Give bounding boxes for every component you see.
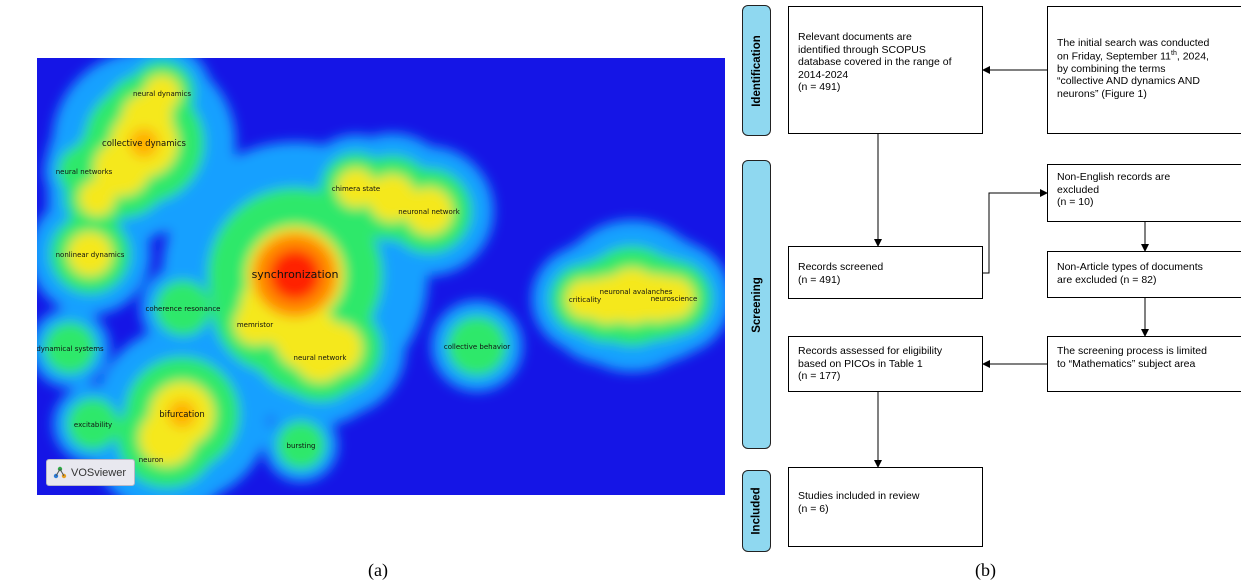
term-label: bursting xyxy=(287,442,316,450)
caption-b: (b) xyxy=(975,560,996,580)
term-label: nonlinear dynamics xyxy=(56,251,125,259)
density-mid xyxy=(154,279,212,337)
box-initial-line: “collective AND dynamics AND xyxy=(1057,75,1200,88)
density-mid xyxy=(66,397,120,451)
box-relevant-documents: Relevant documents are identified throug… xyxy=(788,6,983,134)
density-core xyxy=(633,274,681,322)
box-screened-line: Records screened xyxy=(798,261,884,273)
box-non-article-line: Non-Article types of documents xyxy=(1057,261,1203,273)
box-relevant-line: (n = 491) xyxy=(798,81,841,94)
term-label: neural networks xyxy=(56,168,113,176)
term-label: chimera state xyxy=(332,185,380,193)
box-initial-line: by combining the terms xyxy=(1057,62,1166,75)
term-label: neural dynamics xyxy=(133,90,191,98)
term-label: coherence resonance xyxy=(145,305,220,313)
box-initial-line: The initial search was conducted xyxy=(1057,37,1210,49)
box-eligibility-line: (n = 177) xyxy=(798,370,841,383)
arrow-screened-to-non-english xyxy=(983,189,1048,274)
term-label: neuronal avalanches xyxy=(600,288,673,296)
box-screened-line: (n = 491) xyxy=(798,273,841,286)
density-core xyxy=(311,322,363,374)
box-non-english-line: (n = 10) xyxy=(1057,196,1094,209)
box-eligibility-line: based on PICOs in Table 1 xyxy=(798,357,923,370)
term-label: collective dynamics xyxy=(102,139,186,149)
box-initial-date-text: on Friday, September 11 xyxy=(1057,50,1172,63)
stage-screening-label: Screening xyxy=(750,276,763,333)
box-mathematics: The screening process is limited to “Mat… xyxy=(1047,336,1241,392)
box-non-english: Non-English records are excluded (n = 10… xyxy=(1047,164,1241,222)
box-initial-line: neurons” (Figure 1) xyxy=(1057,87,1147,100)
vosviewer-badge: VOSviewer xyxy=(46,459,136,486)
density-core xyxy=(78,179,116,217)
term-label: memristor xyxy=(237,321,273,329)
box-non-article: Non-Article types of documents are exclu… xyxy=(1047,251,1241,298)
density-hot xyxy=(129,128,159,158)
box-initial-date-year: , 2024, xyxy=(1176,50,1209,63)
box-non-english-line: Non-English records are xyxy=(1057,171,1171,183)
box-included-line: (n = 6) xyxy=(798,502,829,515)
density-map: neural dynamics collective dynamics neural… xyxy=(37,58,725,495)
term-label: criticality xyxy=(569,296,601,304)
box-included-line: Studies included in review xyxy=(798,490,920,502)
vosviewer-brand: VOSviewer xyxy=(71,466,127,479)
box-initial-date-suffix: th xyxy=(1171,49,1177,57)
box-initial-date-line: on Friday, September 11th, 2024, xyxy=(1057,50,1232,63)
term-label: dynamical systems xyxy=(37,345,104,353)
term-label: neuron xyxy=(139,456,164,464)
box-mathematics-line: The screening process is limited xyxy=(1057,345,1207,357)
density-core xyxy=(67,231,113,277)
term-label: neuroscience xyxy=(651,295,698,303)
density-mid xyxy=(447,316,507,376)
box-mathematics-line: to “Mathematics” subject area xyxy=(1057,357,1196,370)
density-mid xyxy=(276,420,326,470)
box-non-article-line: are excluded (n = 82) xyxy=(1057,273,1157,286)
density-core xyxy=(368,174,416,222)
term-label: bifurcation xyxy=(159,410,205,420)
box-included-studies: Studies included in review (n = 6) xyxy=(788,467,983,547)
density-map-canvas: neural dynamics collective dynamics neural… xyxy=(37,58,725,495)
box-eligibility-line: Records assessed for eligibility xyxy=(798,345,943,357)
vosviewer-logo-icon xyxy=(53,466,67,478)
term-label: excitability xyxy=(74,421,112,429)
box-initial-search: The initial search was conducted on Frid… xyxy=(1047,6,1241,134)
density-mid xyxy=(43,321,97,375)
stage-included: Included xyxy=(742,470,771,552)
term-label: collective behavior xyxy=(444,343,510,351)
box-relevant-line: Relevant documents are xyxy=(798,31,912,43)
stage-included-label: Included xyxy=(750,487,763,535)
box-relevant-line: 2014-2024 xyxy=(798,68,849,81)
box-non-english-line: excluded xyxy=(1057,183,1100,196)
density-core xyxy=(121,92,173,144)
density-core xyxy=(336,168,376,208)
density-core xyxy=(405,187,453,235)
density-core xyxy=(583,276,631,324)
box-eligibility: Records assessed for eligibility based o… xyxy=(788,336,983,392)
term-label: neuronal network xyxy=(398,208,460,216)
term-label: synchronization xyxy=(252,268,339,281)
stage-identification: Identification xyxy=(742,5,771,136)
stage-identification-label: Identification xyxy=(750,34,763,107)
stage-screening: Screening xyxy=(742,160,771,449)
term-label: neural network xyxy=(294,354,348,362)
box-relevant-line: database covered in the range of xyxy=(798,56,952,69)
caption-a: (a) xyxy=(368,560,388,580)
density-hot xyxy=(168,400,196,428)
box-records-screened: Records screened (n = 491) xyxy=(788,246,983,299)
box-relevant-line: identified through SCOPUS xyxy=(798,43,926,56)
density-peak xyxy=(269,249,321,301)
